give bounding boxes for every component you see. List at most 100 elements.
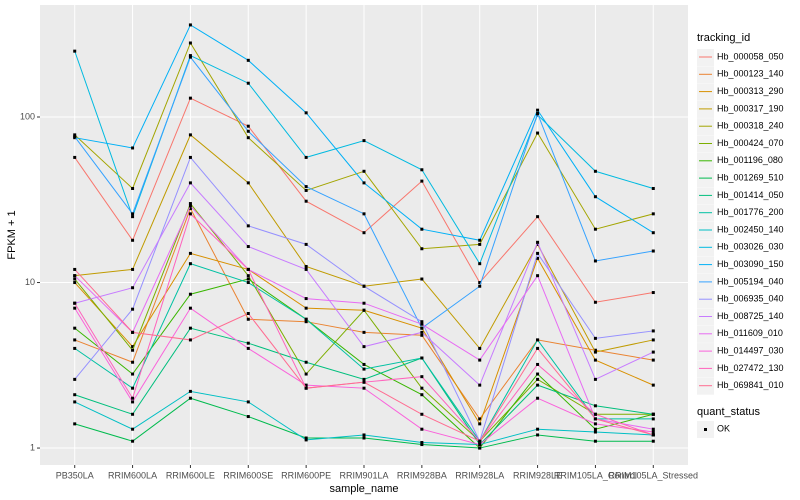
data-point [304, 111, 308, 115]
data-point [651, 338, 655, 342]
legend-label: Hb_003090_150 [717, 259, 784, 269]
data-point [188, 326, 192, 330]
x-tick-label: RRIM600LE [166, 470, 215, 480]
data-point [593, 417, 597, 421]
data-point [188, 306, 192, 310]
data-point [304, 264, 308, 268]
data-point [420, 326, 424, 330]
data-point [304, 267, 308, 271]
data-point [362, 367, 366, 371]
legend-label: Hb_000058_050 [717, 51, 784, 61]
data-point [131, 372, 135, 376]
data-point [536, 377, 540, 381]
data-point [420, 333, 424, 337]
data-point [478, 242, 482, 246]
data-point [478, 346, 482, 350]
x-tick-label: RRIM928LA [455, 470, 504, 480]
data-point [304, 188, 308, 192]
data-point [651, 427, 655, 431]
x-tick-label: RRIM105LA_Stressed [609, 470, 699, 480]
data-point [651, 439, 655, 443]
data-point [131, 348, 135, 352]
data-point [73, 267, 77, 271]
data-point [188, 251, 192, 255]
data-point [246, 277, 250, 281]
data-point [246, 124, 250, 128]
legend-label: Hb_006935_040 [717, 294, 784, 304]
data-point [188, 338, 192, 342]
data-point [651, 412, 655, 416]
data-point [304, 320, 308, 324]
data-point [246, 317, 250, 321]
data-point [131, 215, 135, 219]
legend-label: Hb_001196_080 [717, 155, 783, 165]
data-point [593, 358, 597, 362]
data-point [536, 433, 540, 437]
data-point [131, 186, 135, 190]
data-point [304, 386, 308, 390]
data-point [131, 396, 135, 400]
data-point [73, 338, 77, 342]
data-point [188, 41, 192, 45]
data-point [188, 262, 192, 266]
data-point [420, 227, 424, 231]
data-point [362, 377, 366, 381]
data-point [73, 301, 77, 305]
x-tick-label: RRIM600PE [281, 470, 331, 480]
data-point [593, 300, 597, 304]
data-point [536, 372, 540, 376]
data-point [651, 212, 655, 216]
data-point [131, 345, 135, 349]
data-point [246, 81, 250, 85]
data-point [420, 427, 424, 431]
data-point [304, 317, 308, 321]
data-point [362, 362, 366, 366]
data-point [420, 179, 424, 183]
data-point [131, 330, 135, 334]
data-point [131, 238, 135, 242]
data-point [478, 439, 482, 443]
data-point [362, 169, 366, 173]
data-point [478, 238, 482, 242]
data-point [246, 415, 250, 419]
data-point [304, 155, 308, 159]
data-point [420, 168, 424, 172]
data-point [593, 336, 597, 340]
data-point [131, 212, 135, 216]
point-legend-label: OK [717, 423, 730, 433]
data-point [478, 383, 482, 387]
data-point [246, 58, 250, 62]
data-point [362, 386, 366, 390]
data-point [536, 338, 540, 342]
data-point [131, 307, 135, 311]
data-point [420, 393, 424, 397]
data-point [593, 430, 597, 434]
data-point [73, 133, 77, 137]
data-point [73, 422, 77, 426]
data-point [536, 427, 540, 431]
data-point [362, 345, 366, 349]
data-point [420, 277, 424, 281]
data-point [304, 438, 308, 442]
data-point [651, 186, 655, 190]
data-point [131, 386, 135, 390]
data-point [651, 358, 655, 362]
x-tick-label: RRIM928BA [397, 470, 447, 480]
data-point [246, 274, 250, 278]
data-point [593, 422, 597, 426]
data-point [593, 427, 597, 431]
data-point [188, 202, 192, 206]
data-point [362, 433, 366, 437]
legend-label: Hb_001414_050 [717, 190, 784, 200]
x-axis-title: sample_name [329, 483, 398, 495]
data-point [73, 393, 77, 397]
data-point [304, 242, 308, 246]
legend-label: Hb_000424_070 [717, 138, 784, 148]
legend-label: Hb_014497_030 [717, 345, 784, 355]
legend-label: Hb_000318_240 [717, 121, 784, 131]
data-point [188, 292, 192, 296]
data-point [478, 262, 482, 266]
data-point [73, 377, 77, 381]
data-point [420, 247, 424, 251]
